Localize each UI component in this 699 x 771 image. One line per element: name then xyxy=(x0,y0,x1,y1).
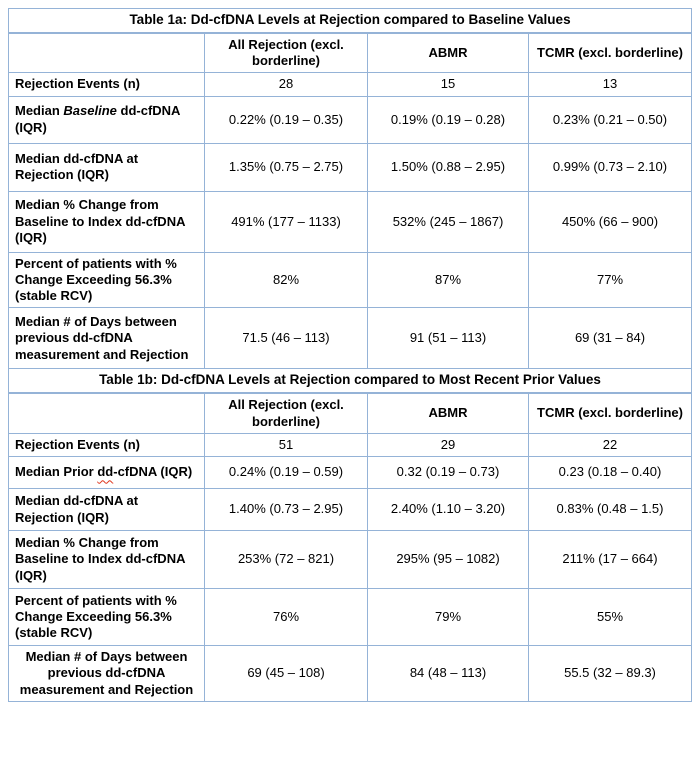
cell-value: 211% (17 – 664) xyxy=(528,530,692,589)
table-1a-header-row: All Rejection (excl. borderline) ABMR TC… xyxy=(8,32,693,74)
cell-value: 15 xyxy=(367,72,529,97)
table-row: Median Baseline dd-cfDNA (IQR) 0.22% (0.1… xyxy=(8,95,693,144)
cell-value: 55% xyxy=(528,588,692,646)
label-text: Median % Change from Baseline to Index d… xyxy=(15,535,185,583)
table-1b-title-row: Table 1b: Dd-cfDNA Levels at Rejection c… xyxy=(8,368,692,395)
label-text: Rejection Events (n) xyxy=(15,436,140,452)
row-label: Rejection Events (n) xyxy=(8,432,205,458)
table-row: Rejection Events (n) 51 29 22 xyxy=(8,432,692,458)
table-row: Median Prior dd-cfDNA (IQR) 0.24% (0.19 –… xyxy=(8,456,692,489)
table-1b-title: Table 1b: Dd-cfDNA Levels at Rejection c… xyxy=(8,368,692,395)
row-label: Median Prior dd-cfDNA (IQR) xyxy=(8,456,205,489)
row-label: Median dd-cfDNA at Rejection (IQR) xyxy=(8,142,205,192)
cell-value: 91 (51 – 113) xyxy=(367,307,529,370)
cell-value: 22 xyxy=(528,432,692,458)
cell-value: 0.23% (0.21 – 0.50) xyxy=(527,95,693,144)
cell-value: 82% xyxy=(204,251,368,309)
cell-value: 450% (66 – 900) xyxy=(527,190,693,253)
cell-value: 13 xyxy=(527,72,693,97)
cell-value: 0.19% (0.19 – 0.28) xyxy=(367,95,529,144)
table-1a-title: Table 1a: Dd-cfDNA Levels at Rejection c… xyxy=(7,7,693,34)
table-row: Median % Change from Baseline to Index d… xyxy=(8,530,692,589)
row-label: Median Baseline dd-cfDNA (IQR) xyxy=(8,95,205,144)
label-text: Rejection Events (n) xyxy=(15,76,140,92)
cell-value: 0.99% (0.73 – 2.10) xyxy=(527,142,693,192)
table-row: Median dd-cfDNA at Rejection (IQR) 1.40% … xyxy=(8,488,692,531)
spellcheck-underlined-text: dd xyxy=(97,464,114,480)
table-row: Median dd-cfDNA at Rejection (IQR) 1.35% … xyxy=(8,142,693,192)
column-header-tcmr: TCMR (excl. borderline) xyxy=(528,392,692,434)
label-text: Median % Change from Baseline to Index d… xyxy=(15,197,185,245)
cell-value: 1.50% (0.88 – 2.95) xyxy=(367,142,529,192)
column-header-all-rejection: All Rejection (excl. borderline) xyxy=(204,392,368,434)
label-text: Median Prior xyxy=(15,464,98,480)
cell-value: 69 (31 – 84) xyxy=(527,307,693,370)
cell-value: 0.22% (0.19 – 0.35) xyxy=(204,95,368,144)
cell-value: 491% (177 – 1133) xyxy=(204,190,368,253)
label-text: Median # of Days between previous dd-cfD… xyxy=(19,649,194,697)
row-label: Median # of Days between previous dd-cfD… xyxy=(8,645,205,702)
cell-value: 0.83% (0.48 – 1.5) xyxy=(528,488,692,531)
cell-value: 1.40% (0.73 – 2.95) xyxy=(204,488,368,531)
cell-value: 532% (245 – 1867) xyxy=(367,190,529,253)
table-1b: Table 1b: Dd-cfDNA Levels at Rejection c… xyxy=(8,368,692,702)
table-row: Percent of patients with % Change Exceed… xyxy=(8,251,693,309)
cell-value: 76% xyxy=(204,588,368,646)
column-header-abmr: ABMR xyxy=(367,32,529,74)
cell-value: 0.24% (0.19 – 0.59) xyxy=(204,456,368,489)
cell-value: 55.5 (32 – 89.3) xyxy=(528,645,692,702)
table-1a-title-row: Table 1a: Dd-cfDNA Levels at Rejection c… xyxy=(7,7,693,34)
cell-value: 79% xyxy=(367,588,529,646)
label-text: -cfDNA (IQR) xyxy=(113,464,193,480)
column-header-abmr: ABMR xyxy=(367,392,529,434)
cell-value: 77% xyxy=(527,251,693,309)
row-label: Percent of patients with % Change Exceed… xyxy=(8,588,205,646)
label-text: Median xyxy=(15,103,64,119)
cell-value: 87% xyxy=(367,251,529,309)
cell-value: 0.32 (0.19 – 0.73) xyxy=(367,456,529,489)
row-label: Rejection Events (n) xyxy=(8,72,205,97)
label-text: dd-cfDNA (IQR) xyxy=(15,103,180,135)
table-row: Rejection Events (n) 28 15 13 xyxy=(8,72,693,97)
cell-value: 0.23 (0.18 – 0.40) xyxy=(528,456,692,489)
label-text: Median dd-cfDNA at Rejection (IQR) xyxy=(15,150,139,183)
table-1a: Table 1a: Dd-cfDNA Levels at Rejection c… xyxy=(7,7,693,370)
cell-value: 69 (45 – 108) xyxy=(204,645,368,702)
column-header-empty xyxy=(8,32,205,74)
table-row: Median # of Days between previous dd-cfD… xyxy=(8,307,693,370)
cell-value: 51 xyxy=(204,432,368,458)
table-1b-header-row: All Rejection (excl. borderline) ABMR TC… xyxy=(8,392,692,434)
label-text: Median dd-cfDNA at Rejection (IQR) xyxy=(15,493,139,525)
table-row: Median % Change from Baseline to Index d… xyxy=(8,190,693,253)
cell-value: 253% (72 – 821) xyxy=(204,530,368,589)
row-label: Median % Change from Baseline to Index d… xyxy=(8,530,205,589)
cell-value: 28 xyxy=(204,72,368,97)
label-text: Percent of patients with % Change Exceed… xyxy=(15,255,177,304)
cell-value: 71.5 (46 – 113) xyxy=(204,307,368,370)
row-label: Percent of patients with % Change Exceed… xyxy=(8,251,205,309)
table-row: Median # of Days between previous dd-cfD… xyxy=(8,645,692,702)
cell-value: 84 (48 – 113) xyxy=(367,645,529,702)
cell-value: 29 xyxy=(367,432,529,458)
row-label: Median # of Days between previous dd-cfD… xyxy=(8,307,205,370)
column-header-empty xyxy=(8,392,205,434)
cell-value: 295% (95 – 1082) xyxy=(367,530,529,589)
cell-value: 1.35% (0.75 – 2.75) xyxy=(204,142,368,192)
column-header-tcmr: TCMR (excl. borderline) xyxy=(527,32,693,74)
row-label: Median % Change from Baseline to Index d… xyxy=(8,190,205,253)
italic-text: Baseline xyxy=(63,103,117,119)
table-row: Percent of patients with % Change Exceed… xyxy=(8,588,692,646)
column-header-all-rejection: All Rejection (excl. borderline) xyxy=(204,32,368,74)
row-label: Median dd-cfDNA at Rejection (IQR) xyxy=(8,488,205,531)
label-text: Median # of Days between previous dd-cfD… xyxy=(15,314,189,362)
cell-value: 2.40% (1.10 – 3.20) xyxy=(367,488,529,531)
label-text: Percent of patients with % Change Exceed… xyxy=(15,592,177,641)
